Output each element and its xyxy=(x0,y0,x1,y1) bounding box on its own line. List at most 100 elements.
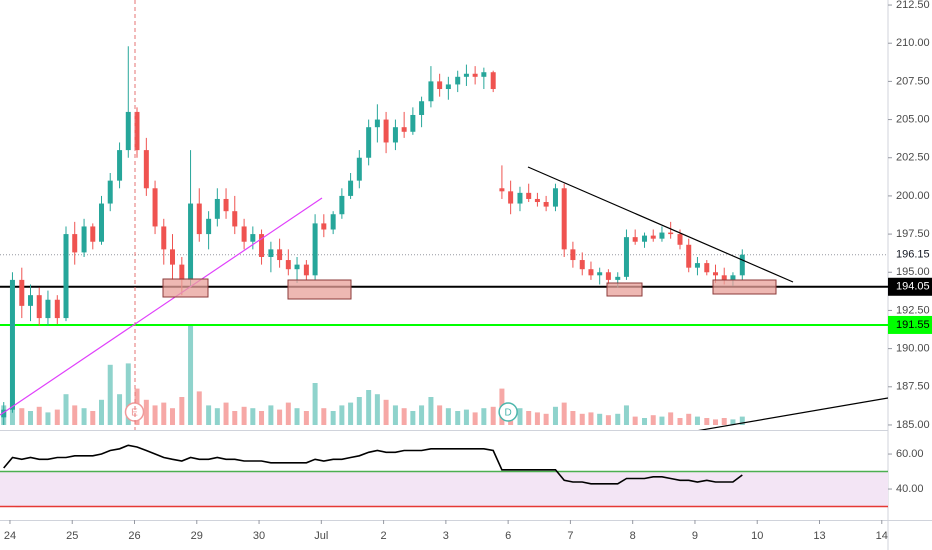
candle-body xyxy=(9,279,15,410)
candle-body xyxy=(81,226,87,253)
candle-body xyxy=(277,249,283,261)
candle-body xyxy=(437,81,443,90)
candle-body xyxy=(543,202,549,207)
volume-bar xyxy=(117,394,123,425)
volume-bar xyxy=(623,405,629,425)
candle-body xyxy=(499,188,505,192)
candle-body xyxy=(410,114,416,132)
volume-bar xyxy=(597,413,603,425)
candle-body xyxy=(704,263,710,273)
candle-body xyxy=(374,119,380,128)
y-tick-label: 202.50 xyxy=(896,152,930,164)
candle-body xyxy=(268,249,274,257)
y-tick-label: 210.00 xyxy=(896,37,930,49)
candle-body xyxy=(179,264,185,280)
volume-bar xyxy=(677,418,683,425)
candle-body xyxy=(472,73,478,77)
candle-body xyxy=(36,295,42,319)
volume-bar xyxy=(605,415,611,425)
y-tick-label: 212.50 xyxy=(896,0,930,11)
volume-bar xyxy=(428,397,434,425)
volume-bar xyxy=(169,408,175,425)
y-tick-label: 207.50 xyxy=(896,75,930,87)
volume-bar xyxy=(214,408,220,425)
volume-bar xyxy=(632,416,638,425)
x-tick-label: 14 xyxy=(876,530,888,542)
volume-bar xyxy=(374,394,380,425)
event-marker xyxy=(498,402,518,422)
candle-body xyxy=(28,295,34,306)
price-label: 196.15 xyxy=(896,249,930,261)
candle-body xyxy=(481,72,487,77)
zone xyxy=(287,279,352,300)
candle-body xyxy=(642,235,648,242)
candle-body xyxy=(54,299,60,319)
y-tick-label: 192.50 xyxy=(896,304,930,316)
candle-body xyxy=(694,263,700,268)
x-tick-label: 24 xyxy=(4,530,16,542)
volume-bar xyxy=(543,413,549,425)
candle-body xyxy=(526,192,532,199)
volume-bar xyxy=(517,408,523,425)
y-tick-label: 200.00 xyxy=(896,190,930,202)
candle-body xyxy=(366,127,372,158)
volume-bar xyxy=(285,402,291,425)
volume-bar xyxy=(615,413,621,425)
candle-body xyxy=(419,101,425,115)
candle-body xyxy=(383,119,389,143)
candle-body xyxy=(63,234,69,319)
candle-body xyxy=(206,218,212,235)
candle-body xyxy=(455,76,461,85)
volume-bar xyxy=(704,418,710,425)
candle-body xyxy=(570,249,576,261)
price-label: 194.05 xyxy=(896,281,930,293)
volume-bar xyxy=(392,405,398,425)
candle-body xyxy=(90,226,96,242)
volume-bar xyxy=(312,383,318,425)
y-tick-label: 190.00 xyxy=(896,343,930,355)
candle-body xyxy=(428,81,434,102)
candle-body xyxy=(534,198,540,203)
volume-bar xyxy=(419,405,425,425)
candle-body xyxy=(259,234,265,257)
volume-bar xyxy=(445,408,451,425)
candle-body xyxy=(392,127,398,143)
zone xyxy=(606,282,643,297)
volume-bar xyxy=(63,394,69,425)
candle-body xyxy=(294,264,300,270)
candle-body xyxy=(250,234,256,242)
y-tick-label: 185.00 xyxy=(896,419,930,431)
candle-body xyxy=(339,195,345,215)
volume-bar xyxy=(303,411,309,425)
volume-bar xyxy=(552,406,558,425)
volume-bar xyxy=(437,405,443,425)
candle-body xyxy=(72,234,78,253)
volume-bar xyxy=(241,406,247,425)
volume-bar xyxy=(579,413,585,425)
y-tick-label: 195.00 xyxy=(896,266,930,278)
volume-bar xyxy=(161,402,167,425)
candle-body xyxy=(241,226,247,242)
volume-bar xyxy=(490,406,496,425)
candle-body xyxy=(285,260,291,270)
y-tick-label: 187.50 xyxy=(896,381,930,393)
volume-bar xyxy=(481,408,487,425)
x-tick-label: 30 xyxy=(253,530,265,542)
trend-line xyxy=(698,397,888,430)
volume-bar xyxy=(99,399,105,425)
volume-bar xyxy=(259,411,265,425)
volume-bar xyxy=(54,409,60,425)
volume-bar xyxy=(686,413,692,425)
drawings xyxy=(0,0,888,430)
candle-body xyxy=(161,226,167,250)
volume-bar xyxy=(107,364,113,425)
candle-body xyxy=(623,237,629,277)
volume-bar xyxy=(713,419,719,425)
candle-body xyxy=(125,111,131,151)
x-tick-label: 13 xyxy=(813,530,825,542)
candle-body xyxy=(330,214,336,230)
candle-body xyxy=(730,275,736,280)
volume-bar xyxy=(321,408,327,425)
candle-body xyxy=(1,409,7,418)
